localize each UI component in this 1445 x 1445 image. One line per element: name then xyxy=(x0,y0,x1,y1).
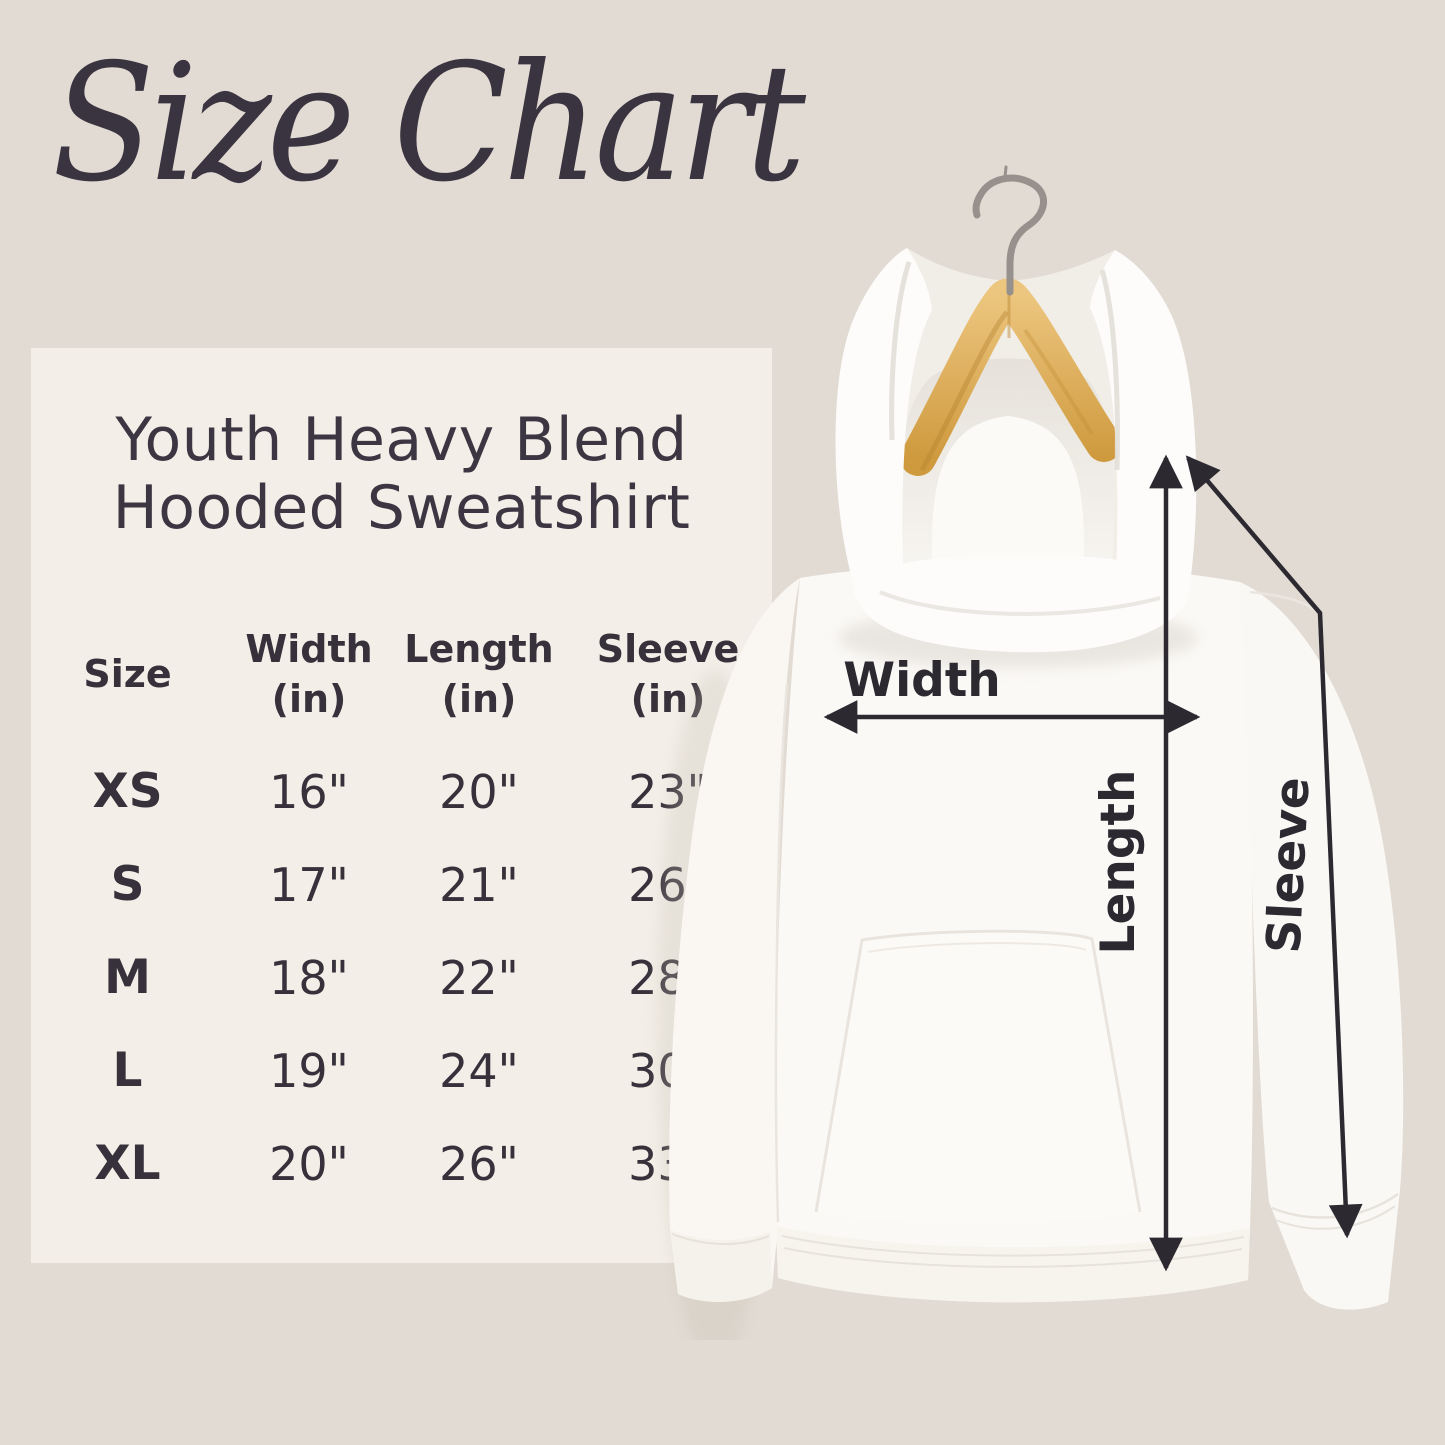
size-cell: L xyxy=(112,1043,143,1098)
length-cell: 20" xyxy=(439,764,519,819)
header-label: Sleeve xyxy=(596,627,740,671)
page-title: Size Chart xyxy=(52,30,806,218)
size-cell: XS xyxy=(92,764,163,819)
inner-tee xyxy=(931,416,1085,570)
size-cell: M xyxy=(104,950,151,1005)
width-cell: 18" xyxy=(269,950,349,1005)
width-cell: 17" xyxy=(269,857,349,912)
header-label: Size xyxy=(83,652,172,696)
product-name-line2: Hooded Sweatshirt xyxy=(112,473,691,543)
measurement-arrows xyxy=(823,454,1363,1272)
width-label: Width xyxy=(843,653,1001,708)
sleeve-arrow xyxy=(1185,455,1363,1239)
column-header-length: Length (in) xyxy=(394,624,564,724)
length-cell: 26" xyxy=(439,1136,519,1191)
header-label: Width xyxy=(245,627,373,671)
kangaroo-pocket xyxy=(814,929,1142,1224)
product-name-line1: Youth Heavy Blend xyxy=(115,405,688,475)
header-unit: (in) xyxy=(271,677,347,721)
size-table: Size Width (in) Length (in) Sleeve (in) … xyxy=(31,624,772,1210)
length-cell: 24" xyxy=(439,1043,519,1098)
width-cell: 20" xyxy=(269,1136,349,1191)
wooden-hanger xyxy=(900,278,1122,476)
width-cell: 19" xyxy=(269,1043,349,1098)
left-sleeve xyxy=(669,578,800,1302)
size-table-header: Size Width (in) Length (in) Sleeve (in) xyxy=(31,624,772,724)
hanger-hook xyxy=(972,165,1047,296)
hoodie-diagram: Width Length Sleeve xyxy=(600,140,1445,1370)
length-label: Length xyxy=(1091,770,1146,955)
size-cell: S xyxy=(110,857,145,912)
size-chart-panel: Youth Heavy Blend Hooded Sweatshirt Size… xyxy=(31,348,772,1263)
header-label: Length xyxy=(404,627,554,671)
hem-band xyxy=(776,1226,1250,1303)
column-header-size: Size xyxy=(31,624,224,724)
width-cell: 16" xyxy=(269,764,349,819)
length-cell: 22" xyxy=(439,950,519,1005)
sleeve-label: Sleeve xyxy=(1256,776,1320,955)
product-name: Youth Heavy Blend Hooded Sweatshirt xyxy=(31,406,772,542)
column-header-width: Width (in) xyxy=(224,624,394,724)
header-unit: (in) xyxy=(441,677,517,721)
size-cell: XL xyxy=(94,1136,161,1191)
length-cell: 21" xyxy=(439,857,519,912)
